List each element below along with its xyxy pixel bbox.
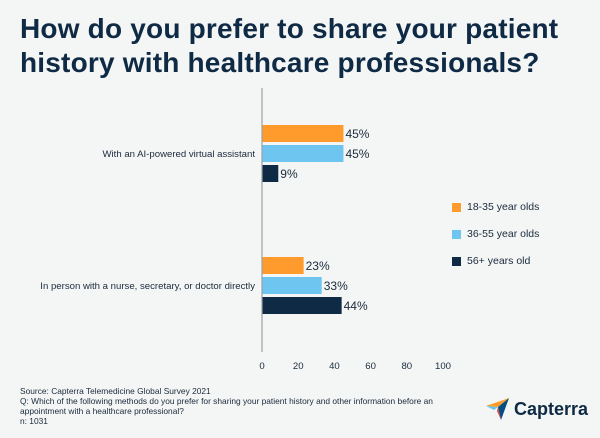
bar bbox=[262, 125, 344, 142]
data-label: 45% bbox=[345, 127, 369, 141]
legend-item: 18-35 year olds bbox=[452, 200, 539, 214]
legend-label: 36-55 year olds bbox=[467, 228, 540, 240]
legend-label: 56+ years old bbox=[467, 255, 531, 267]
data-label: 44% bbox=[344, 299, 368, 313]
legend-swatch-18-35 bbox=[452, 202, 461, 212]
legend-item: 36-55 year olds bbox=[452, 227, 539, 241]
bar bbox=[262, 297, 342, 314]
data-label: 45% bbox=[345, 147, 369, 161]
logo-text: Capterra bbox=[514, 398, 589, 419]
category-label: In person with a nurse, secretary, or do… bbox=[40, 281, 255, 292]
category-label: With an AI-powered virtual assistant bbox=[102, 149, 255, 160]
legend-label: 18-35 year olds bbox=[467, 201, 540, 213]
x-tick-label: 80 bbox=[401, 361, 412, 372]
bar bbox=[262, 277, 322, 294]
data-label: 23% bbox=[306, 259, 330, 273]
source-note: Source: Capterra Telemedicine Global Sur… bbox=[20, 386, 211, 396]
x-tick-label: 60 bbox=[365, 361, 376, 372]
capterra-logo: Capterra bbox=[486, 398, 588, 420]
chart-title: How do you prefer to share your patient … bbox=[20, 13, 559, 78]
sample-size: n: 1031 bbox=[20, 416, 48, 426]
bar bbox=[262, 145, 344, 162]
legend-swatch-36-55 bbox=[452, 229, 461, 239]
bar bbox=[262, 257, 304, 274]
data-label: 33% bbox=[324, 279, 348, 293]
data-label: 9% bbox=[280, 167, 298, 181]
legend-swatch-56-plus bbox=[452, 256, 461, 266]
legend: 18-35 year olds 36-55 year olds 56+ year… bbox=[452, 200, 539, 281]
chart-footer: Source: Capterra Telemedicine Global Sur… bbox=[20, 386, 470, 426]
legend-item: 56+ years old bbox=[452, 254, 539, 268]
x-tick-label: 0 bbox=[259, 361, 264, 372]
x-tick-label: 100 bbox=[435, 361, 451, 372]
capterra-arrow-icon bbox=[486, 398, 509, 420]
bar bbox=[262, 165, 279, 182]
question-note: Q: Which of the following methods do you… bbox=[20, 396, 433, 416]
x-tick-label: 40 bbox=[329, 361, 340, 372]
x-tick-label: 20 bbox=[293, 361, 304, 372]
